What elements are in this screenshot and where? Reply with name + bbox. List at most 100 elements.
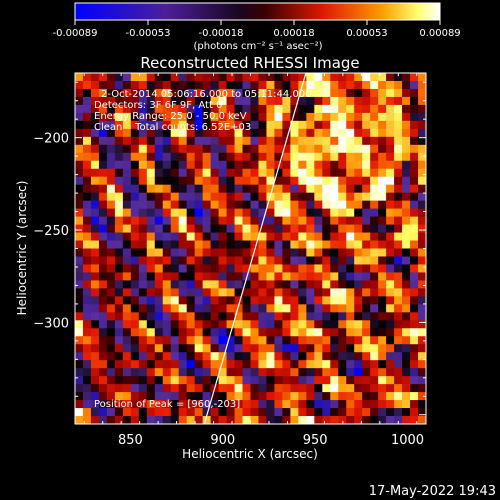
heatmap-cell	[202, 73, 212, 82]
heatmap-cell	[75, 320, 84, 329]
heatmap-cell	[226, 128, 235, 138]
heatmap-cell	[122, 240, 132, 249]
heatmap-cell	[266, 80, 275, 90]
heatmap-cell	[90, 80, 100, 90]
heatmap-cell	[130, 416, 140, 424]
heatmap-cell	[75, 73, 84, 82]
heatmap-cell	[106, 392, 116, 401]
heatmap-cell	[386, 240, 395, 249]
heatmap-cell	[338, 240, 347, 249]
heatmap-cell	[170, 240, 180, 249]
heatmap-cell	[186, 216, 196, 225]
heatmap-cell	[346, 416, 355, 424]
heatmap-cell	[90, 176, 100, 186]
heatmap-cell	[370, 200, 379, 210]
heatmap-cell	[162, 208, 172, 217]
heatmap-cell	[122, 336, 132, 345]
heatmap-cell	[362, 408, 371, 417]
heatmap-cell	[330, 400, 339, 409]
heatmap-cell	[90, 360, 100, 369]
heatmap-cell	[298, 88, 307, 98]
heatmap-cell	[122, 304, 132, 313]
heatmap-cell	[242, 392, 251, 401]
heatmap-cell	[146, 176, 156, 186]
heatmap-cell	[386, 144, 395, 154]
heatmap-cell	[178, 400, 188, 409]
heatmap-cell	[418, 168, 426, 178]
heatmap-cell	[122, 112, 132, 122]
heatmap-cell	[226, 352, 235, 361]
heatmap-cell	[410, 192, 419, 202]
heatmap-cell	[98, 400, 108, 409]
heatmap-cell	[178, 152, 188, 162]
heatmap-cell	[218, 400, 227, 409]
heatmap-cell	[226, 208, 235, 217]
heatmap-cell	[306, 288, 315, 297]
heatmap-cell	[162, 304, 172, 313]
heatmap-cell	[82, 160, 92, 170]
heatmap-cell	[106, 184, 116, 194]
heatmap-cell	[274, 256, 283, 265]
heatmap-cell	[282, 104, 291, 114]
heatmap-cell	[218, 288, 227, 297]
heatmap-cell	[282, 120, 291, 130]
heatmap-cell	[250, 192, 259, 202]
heatmap-cell	[154, 360, 164, 369]
heatmap-cell	[298, 296, 307, 305]
colorbar-tick-label-2: -0.00053	[126, 28, 171, 39]
heatmap-cell	[82, 200, 92, 210]
heatmap-cell	[98, 120, 108, 130]
heatmap-cell	[266, 368, 275, 377]
heatmap-cell	[178, 136, 188, 146]
heatmap-cell	[410, 152, 419, 162]
heatmap-cell	[258, 80, 267, 90]
heatmap-cell	[90, 312, 100, 321]
heatmap-cell	[338, 168, 347, 178]
heatmap-cell	[98, 104, 108, 114]
heatmap-cell	[130, 296, 140, 305]
heatmap-cell	[98, 128, 108, 138]
heatmap-cell	[130, 216, 140, 225]
heatmap-cell	[250, 176, 259, 186]
heatmap-cell	[314, 312, 323, 321]
heatmap-cell	[266, 272, 275, 281]
heatmap-cell	[90, 288, 100, 297]
heatmap-cell	[130, 400, 140, 409]
heatmap-cell	[338, 296, 347, 305]
heatmap-cell	[322, 248, 331, 257]
heatmap-cell	[226, 136, 235, 146]
heatmap-cell	[234, 312, 243, 321]
heatmap-cell	[338, 288, 347, 297]
heatmap-cell	[338, 264, 347, 273]
heatmap-cell	[90, 344, 100, 353]
heatmap-cell	[410, 168, 419, 178]
heatmap-cell	[75, 344, 84, 353]
heatmap-cell	[410, 216, 419, 225]
heatmap-cell	[258, 112, 267, 122]
heatmap-cell	[234, 120, 243, 130]
heatmap-cell	[290, 328, 299, 337]
heatmap-cell	[330, 184, 339, 194]
heatmap-cell	[194, 152, 204, 162]
heatmap-cell	[354, 96, 363, 106]
heatmap-cell	[122, 168, 132, 178]
heatmap-cell	[250, 112, 259, 122]
heatmap-cell	[322, 408, 331, 417]
heatmap-cell	[330, 224, 339, 233]
heatmap-cell	[98, 80, 108, 90]
heatmap-cell	[226, 336, 235, 345]
heatmap-cell	[146, 232, 156, 241]
heatmap-cell	[290, 104, 299, 114]
heatmap-cell	[298, 280, 307, 289]
heatmap-cell	[282, 240, 291, 249]
heatmap-cell	[170, 360, 180, 369]
heatmap-cell	[410, 312, 419, 321]
heatmap-cell	[346, 344, 355, 353]
heatmap-cell	[242, 168, 251, 178]
heatmap-cell	[75, 400, 84, 409]
heatmap-cell	[314, 328, 323, 337]
heatmap-cell	[194, 200, 204, 210]
heatmap-cell	[338, 272, 347, 281]
heatmap-cell	[170, 96, 180, 106]
heatmap-cell	[282, 192, 291, 202]
